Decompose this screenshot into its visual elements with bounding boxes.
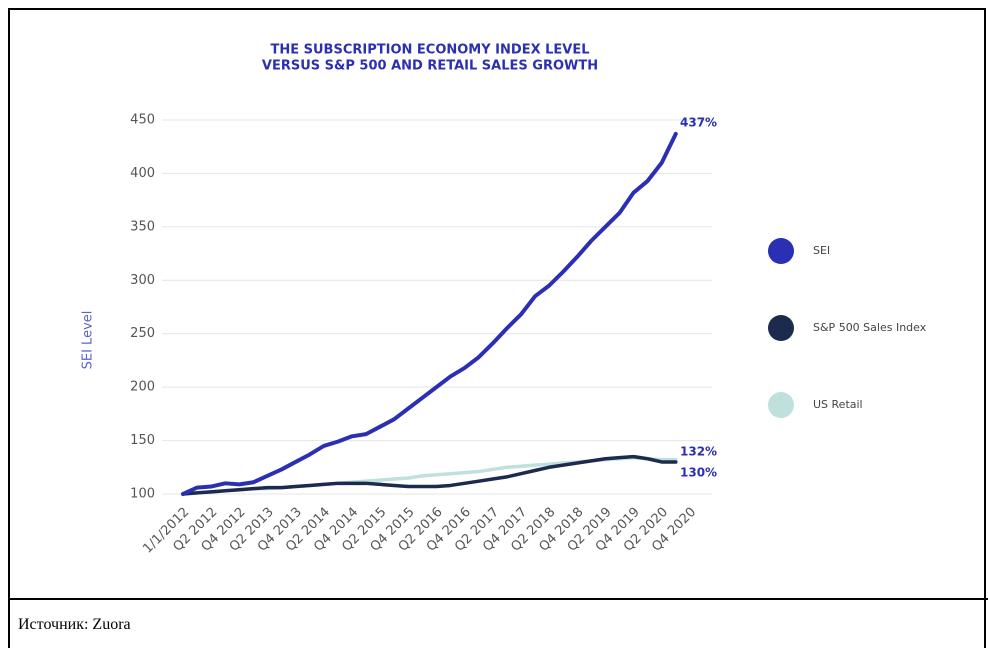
legend-swatch xyxy=(768,315,794,341)
annotation: 437% xyxy=(680,116,717,130)
chart: THE SUBSCRIPTION ECONOMY INDEX LEVELVERS… xyxy=(81,43,927,557)
legend-label: S&P 500 Sales Index xyxy=(813,321,927,334)
separator xyxy=(8,598,988,600)
legend-swatch xyxy=(768,392,794,418)
y-tick-label: 450 xyxy=(130,113,155,128)
frame xyxy=(8,8,986,648)
y-axis-label: SEI Level xyxy=(81,311,96,370)
series-line xyxy=(181,454,678,496)
legend-label: US Retail xyxy=(813,398,863,411)
chart-title: VERSUS S&P 500 AND RETAIL SALES GROWTH xyxy=(262,59,598,74)
y-tick-label: 250 xyxy=(130,326,155,341)
chart-title: THE SUBSCRIPTION ECONOMY INDEX LEVEL xyxy=(270,43,589,58)
legend-swatch xyxy=(768,238,794,264)
annotation: 130% xyxy=(680,466,717,480)
y-tick-label: 100 xyxy=(130,487,155,502)
caption: Источник: Zuora xyxy=(18,616,131,633)
annotation: 132% xyxy=(680,445,717,459)
legend-label: SEI xyxy=(813,244,830,257)
y-tick-label: 400 xyxy=(130,166,155,181)
y-tick-label: 300 xyxy=(130,273,155,288)
series-line xyxy=(181,131,678,496)
y-tick-label: 200 xyxy=(130,380,155,395)
y-tick-label: 350 xyxy=(130,219,155,234)
y-tick-label: 150 xyxy=(130,433,155,448)
